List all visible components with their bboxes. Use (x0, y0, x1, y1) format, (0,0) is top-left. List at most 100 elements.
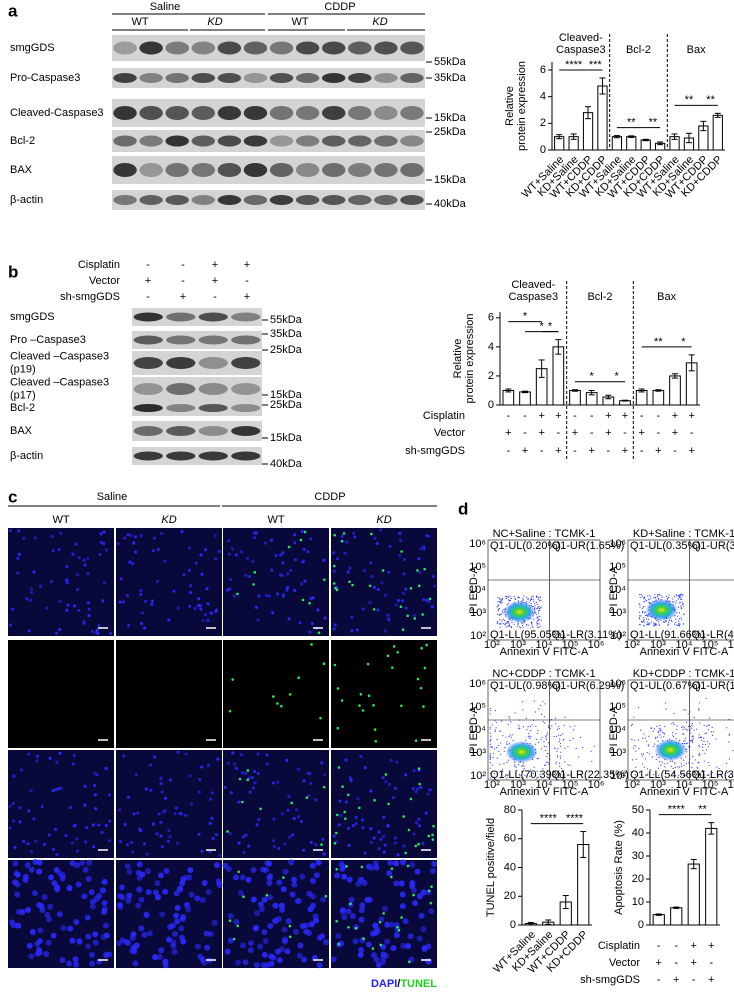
flow-event (593, 745, 595, 747)
significance-label: ** (706, 94, 715, 106)
nucleus (85, 875, 92, 882)
nucleus (85, 933, 92, 940)
tunel-dot (253, 571, 257, 574)
y-tick-label: 10⁴ (609, 584, 626, 596)
nucleus (139, 534, 143, 538)
flow-event (499, 601, 501, 603)
tunel-dot (362, 937, 365, 940)
tunel-dot (384, 773, 388, 776)
error-bar (642, 138, 649, 142)
blot-band (198, 357, 228, 369)
tunel-dot (346, 793, 350, 797)
flow-event (664, 726, 666, 728)
flow-event (509, 599, 512, 602)
nucleus (146, 930, 153, 937)
nucleus (418, 912, 425, 919)
blot-band (321, 163, 346, 177)
nucleus (132, 541, 136, 545)
blot-band (166, 312, 196, 322)
y-axis-label: PI ECD-A (608, 706, 620, 754)
tunel-dot (368, 584, 372, 588)
flow-event (680, 605, 682, 607)
flow-event (547, 770, 549, 772)
flow-event (641, 621, 643, 624)
nucleus (393, 932, 400, 939)
nucleus (123, 822, 127, 827)
blot-band (348, 41, 372, 55)
blot-band (243, 135, 268, 147)
flow-event (536, 617, 538, 619)
nucleus (82, 621, 86, 626)
nucleus (176, 841, 180, 845)
blot-band (269, 163, 294, 177)
flow-event (631, 771, 633, 774)
flow-event (538, 708, 540, 710)
nucleus (257, 594, 261, 598)
nucleus (344, 758, 348, 762)
x-axis-label: Annexin V FITC-A (500, 786, 589, 798)
flow-event (681, 726, 683, 729)
flow-event (652, 730, 654, 732)
section-title: Cleaved- (511, 279, 555, 291)
nucleus (322, 852, 326, 856)
flow-event (676, 725, 678, 727)
flow-event (551, 725, 553, 727)
x-tick-label: 10³ (510, 779, 526, 791)
nucleus (418, 570, 422, 575)
nucleus (26, 942, 33, 949)
nucleus (21, 839, 26, 843)
nucleus (142, 842, 147, 846)
flow-event (498, 614, 500, 616)
flow-event (640, 621, 643, 623)
nucleus (227, 937, 234, 944)
nucleus (54, 886, 61, 893)
tunel-dot (334, 586, 337, 590)
flow-event (680, 617, 682, 619)
flow-event (685, 762, 688, 765)
nucleus (148, 763, 153, 767)
flow-event (698, 708, 700, 710)
nucleus (75, 849, 80, 853)
blot-band (348, 106, 372, 120)
nucleus (24, 862, 31, 869)
flow-event (543, 716, 545, 718)
blot-band (191, 195, 216, 205)
nucleus (225, 865, 232, 872)
tunel-dot (319, 716, 322, 720)
flow-event (518, 626, 521, 628)
blot-strip (112, 190, 425, 210)
nucleus (184, 752, 188, 756)
nucleus (280, 886, 287, 893)
nucleus (155, 832, 159, 836)
nucleus (32, 817, 36, 821)
flow-event (536, 738, 538, 740)
nucleus (420, 889, 427, 896)
nucleus (372, 836, 376, 840)
nucleus (402, 918, 409, 925)
flow-event (528, 732, 530, 735)
nucleus (414, 868, 421, 875)
flow-event (641, 595, 643, 598)
nucleus (226, 761, 231, 766)
nucleus (291, 876, 298, 883)
nucleus (359, 754, 363, 759)
x-tick-label: 10³ (510, 639, 526, 651)
nucleus (286, 572, 290, 576)
condition-sign: + (244, 291, 250, 303)
nucleus (407, 933, 414, 940)
nucleus (232, 594, 236, 598)
nucleus (270, 568, 274, 572)
y-axis-label: Relative (452, 339, 464, 379)
flow-event (662, 731, 664, 733)
nucleus (300, 560, 305, 564)
flow-event (698, 752, 701, 754)
nucleus (351, 823, 355, 828)
blot-band (191, 135, 216, 147)
blot-strip (132, 421, 262, 441)
nucleus (384, 921, 391, 928)
panel-label: b (8, 262, 18, 281)
flow-event (516, 769, 518, 771)
flow-event (529, 737, 531, 739)
nucleus (267, 894, 274, 901)
